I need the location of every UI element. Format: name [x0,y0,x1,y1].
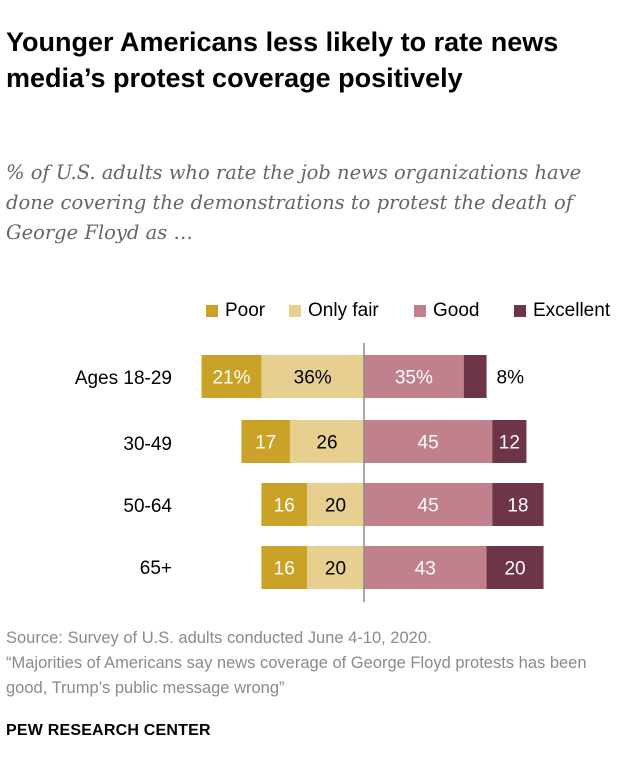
data-label-poor: 16 [274,496,295,517]
legend-label-excellent: Excellent [533,300,611,321]
data-label-poor: 16 [274,559,295,580]
data-label-excellent: 12 [499,433,520,454]
bar-poor [201,355,262,398]
bar-excellent [492,420,527,463]
bar-only-fair [261,355,364,398]
data-label-poor: 17 [255,433,276,454]
chart-subtitle: % of U.S. adults who rate the job news o… [6,161,582,244]
source-note: Source: Survey of U.S. adults conducted … [6,626,616,701]
data-label-excellent: 8% [497,368,525,389]
data-label-excellent: 20 [504,559,525,580]
data-label-only-fair: 20 [325,496,346,517]
bar-poor [261,546,307,589]
legend-swatch-excellent [514,305,526,317]
bar-only-fair [289,420,364,463]
data-label-only-fair: 26 [316,433,337,454]
bar-poor [261,483,307,526]
chart-title: Younger Americans less likely to rate ne… [6,27,559,93]
legend-item-excellent: Excellent [514,300,610,322]
data-label-only-fair: 20 [325,559,346,580]
bar-good [364,355,464,398]
data-label-excellent: 18 [507,496,528,517]
row-label: 30-49 [123,434,172,455]
bar-only-fair [307,483,364,526]
legend-label-poor: Poor [225,300,266,321]
row-label: 50-64 [123,496,172,517]
bar-excellent [486,546,544,589]
legend-item-poor: Poor [206,300,265,322]
legend-swatch-good [414,305,426,317]
legend-label-good: Good [433,300,480,321]
legend: Poor Only fair Good Excellent [0,300,624,326]
brand-logo-text: PEW RESEARCH CENTER [6,722,211,739]
data-label-poor: 21% [212,368,250,389]
data-label-good: 35% [395,368,433,389]
legend-swatch-poor [206,305,218,317]
data-label-good: 45 [418,496,439,517]
bar-good [364,420,493,463]
report-citation: “Majorities of Americans say news covera… [6,654,587,697]
legend-label-only-fair: Only fair [308,300,379,321]
legend-item-good: Good [414,300,479,322]
row-label: Ages 18-29 [74,368,172,389]
data-label-good: 43 [415,559,436,580]
data-label-good: 45 [418,433,439,454]
data-label-only-fair: 36% [294,368,332,389]
legend-swatch-only-fair [289,305,301,317]
bar-poor [241,420,290,463]
bar-excellent [463,355,487,398]
source-text: Source: Survey of U.S. adults conducted … [6,629,432,647]
bar-only-fair [307,546,364,589]
legend-item-only-fair: Only fair [289,300,379,322]
row-label: 65+ [139,558,172,579]
bar-good [364,483,493,526]
bar-good [364,546,487,589]
bar-excellent [492,483,544,526]
